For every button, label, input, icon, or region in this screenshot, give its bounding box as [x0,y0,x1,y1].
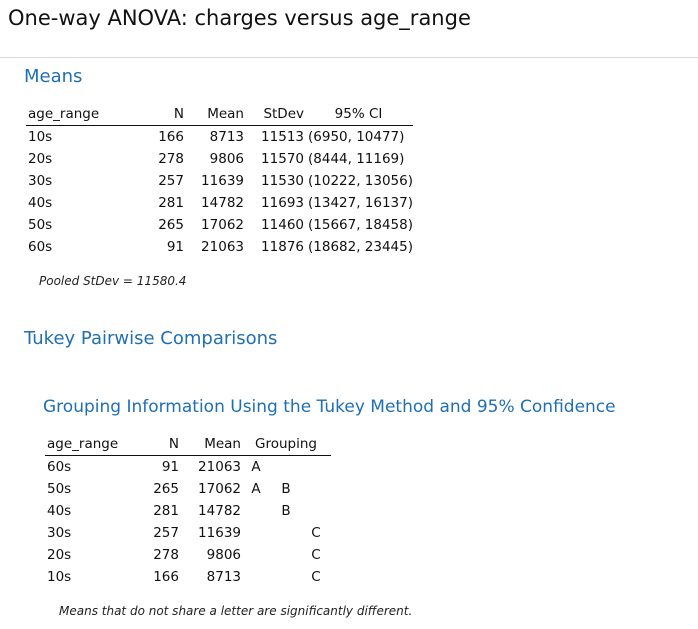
cell-mean: 11639 [201,173,244,189]
means-header-row: age_range N Mean StDev 95% CI [26,103,414,126]
table-row: 10s 166 8713 C [45,566,331,588]
table-row: 60s 91 21063 A [45,456,331,479]
cell-ci: (13427, 16137) [308,195,414,211]
table-row: 20s 278 9806 C [45,544,331,566]
cell-mean: 14782 [201,195,244,211]
table-row: 10s 166 8713 11513 (6950, 10477) [26,126,413,149]
cell-age-range: 50s [28,217,53,233]
cell-mean: 11639 [198,525,241,541]
cell-age-range: 30s [28,173,53,189]
cell-grouping: B [241,500,331,522]
means-col-mean: Mean [184,103,244,126]
pooled-stdev-note: Pooled StDev = 11580.4 [39,274,187,288]
cell-grouping: C [241,522,331,544]
table-row: 30s 257 11639 C [45,522,331,544]
cell-age-range: 40s [28,195,53,211]
group-letter: B [281,503,291,519]
grouping-col-mean: Mean [179,433,241,456]
cell-stdev: 11513 [261,129,304,145]
cell-grouping: C [241,566,331,588]
cell-mean: 21063 [198,459,241,475]
cell-n: 166 [158,129,184,145]
tukey-heading: Tukey Pairwise Comparisons [24,328,278,349]
cell-age-range: 30s [47,525,72,541]
cell-age-range: 20s [28,151,53,167]
grouping-header-row: age_range N Mean Grouping [45,433,331,456]
cell-stdev: 11693 [261,195,304,211]
table-row: 60s 91 21063 11876 (18682, 23445) [26,236,413,258]
cell-n: 265 [153,481,179,497]
group-letter: C [311,547,321,563]
group-letter: C [311,569,321,585]
means-col-ci: 95% CI [304,103,414,126]
means-col-age-range: age_range [26,103,126,126]
table-row: 30s 257 11639 11530 (10222, 13056) [26,170,413,192]
cell-ci: (6950, 10477) [308,129,405,145]
cell-ci: (15667, 18458) [308,217,414,233]
cell-n: 257 [158,173,184,189]
cell-age-range: 60s [28,239,53,255]
means-col-stdev: StDev [244,103,304,126]
cell-n: 281 [153,503,179,519]
grouping-col-grouping: Grouping [241,433,331,456]
table-row: 20s 278 9806 11570 (8444, 11169) [26,148,413,170]
cell-ci: (10222, 13056) [308,173,414,189]
means-col-n: N [126,103,184,126]
page-title: One-way ANOVA: charges versus age_range [8,6,471,30]
cell-grouping: A [241,456,331,479]
cell-mean: 21063 [201,239,244,255]
cell-n: 166 [153,569,179,585]
cell-stdev: 11460 [261,217,304,233]
table-row: 40s 281 14782 B [45,500,331,522]
grouping-col-age-range: age_range [45,433,139,456]
means-table: age_range N Mean StDev 95% CI 10s 166 87… [26,103,414,258]
cell-mean: 9806 [209,151,244,167]
cell-stdev: 11530 [261,173,304,189]
title-divider [0,57,698,58]
cell-ci: (8444, 11169) [308,151,405,167]
cell-mean: 17062 [198,481,241,497]
cell-stdev: 11876 [261,239,304,255]
cell-mean: 14782 [198,503,241,519]
cell-n: 278 [158,151,184,167]
cell-age-range: 10s [47,569,72,585]
cell-n: 91 [161,459,179,475]
cell-mean: 8713 [206,569,241,585]
cell-n: 265 [158,217,184,233]
cell-mean: 9806 [206,547,241,563]
cell-n: 91 [166,239,184,255]
cell-ci: (18682, 23445) [308,239,414,255]
group-letter: A [251,459,261,475]
cell-age-range: 50s [47,481,72,497]
cell-mean: 8713 [209,129,244,145]
group-letter: C [311,525,321,541]
grouping-col-n: N [139,433,179,456]
grouping-table: age_range N Mean Grouping 60s 91 21063 A… [45,433,331,588]
cell-age-range: 20s [47,547,72,563]
group-letter: B [281,481,291,497]
cell-n: 278 [153,547,179,563]
table-row: 50s 265 17062 11460 (15667, 18458) [26,214,413,236]
cell-n: 281 [158,195,184,211]
cell-age-range: 40s [47,503,72,519]
means-heading: Means [24,66,83,87]
cell-stdev: 11570 [261,151,304,167]
cell-age-range: 60s [47,459,72,475]
cell-n: 257 [153,525,179,541]
grouping-heading: Grouping Information Using the Tukey Met… [43,397,616,417]
cell-mean: 17062 [201,217,244,233]
table-row: 40s 281 14782 11693 (13427, 16137) [26,192,413,214]
grouping-note: Means that do not share a letter are sig… [59,604,413,618]
group-letter: A [251,481,261,497]
cell-age-range: 10s [28,129,53,145]
cell-grouping: C [241,544,331,566]
